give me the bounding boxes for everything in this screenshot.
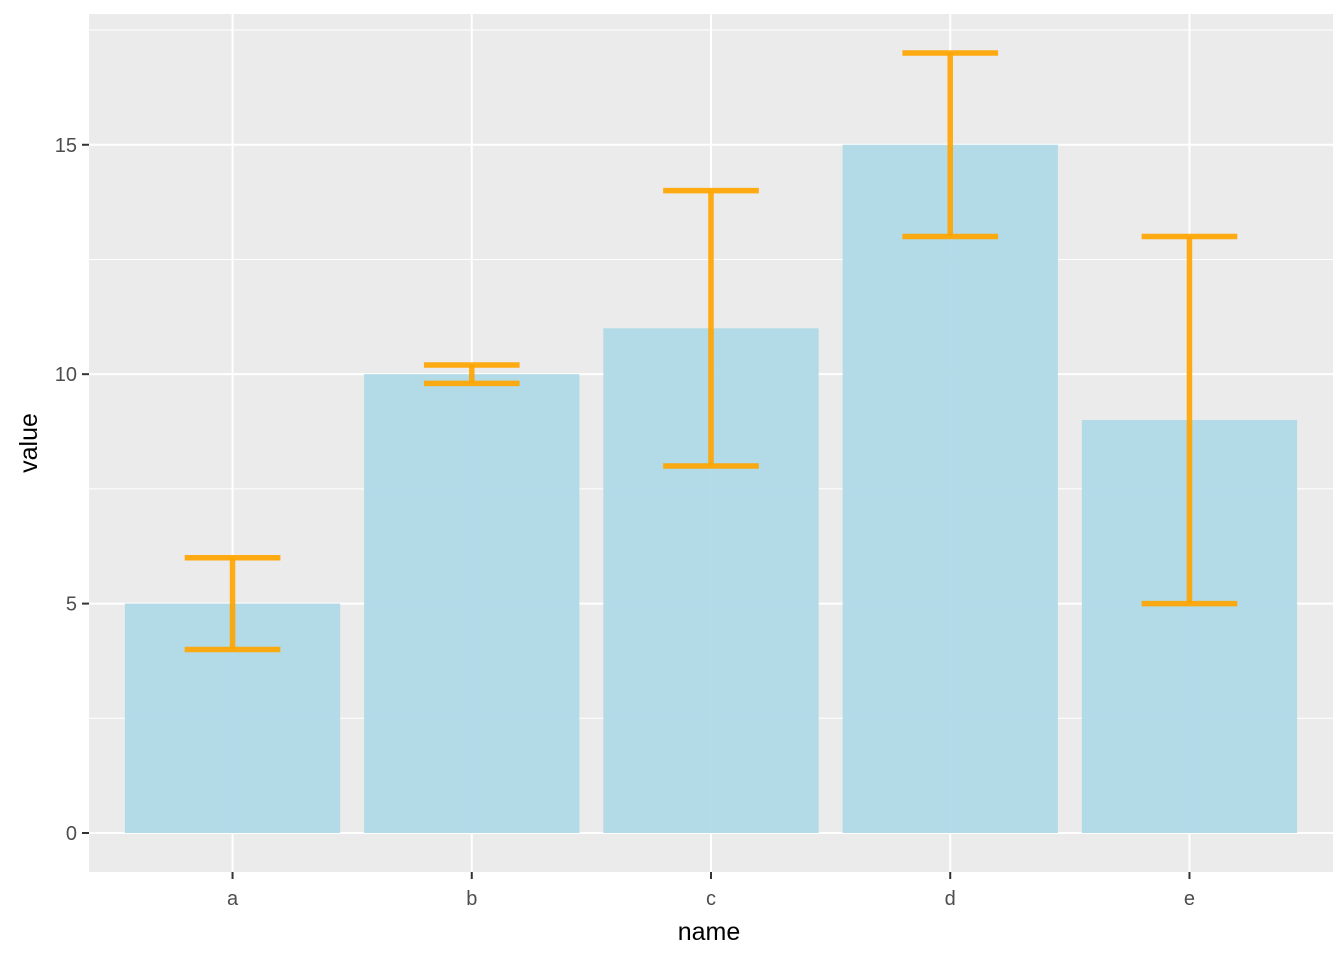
bar-b [364, 374, 580, 833]
errorbar-b [423, 362, 520, 387]
x-tick-label: c [706, 888, 716, 910]
x-tick-label: e [1184, 888, 1195, 910]
error-bars [184, 50, 1238, 653]
errorbar-d [902, 50, 999, 240]
bars [124, 144, 1298, 833]
y-tick-label: 15 [55, 135, 77, 157]
y-axis-ticks: 0 5 10 15 [55, 135, 89, 845]
x-axis-ticks: a b c d e [227, 872, 1195, 910]
x-axis-title: name [678, 918, 741, 946]
errorbar-e [1141, 233, 1238, 607]
x-tick-label: b [466, 888, 477, 910]
y-tick-label: 5 [66, 594, 77, 616]
y-tick-label: 10 [55, 364, 77, 386]
bar-d [842, 144, 1058, 833]
y-tick-label: 0 [66, 823, 77, 845]
x-tick-label: d [945, 888, 956, 910]
y-axis-title: value [15, 413, 43, 473]
errorbar-a [184, 554, 281, 653]
errorbar-c [663, 187, 759, 469]
x-tick-label: a [227, 888, 239, 910]
